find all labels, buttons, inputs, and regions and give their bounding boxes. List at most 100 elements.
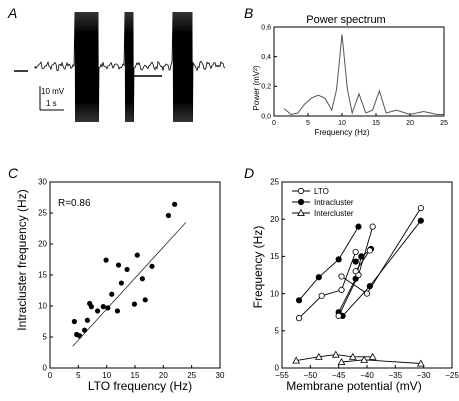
x-tick-label: 10 xyxy=(102,371,111,380)
data-point-intercluster xyxy=(360,355,369,363)
x-tick-label: −45 xyxy=(332,371,346,380)
x-tick-label: 15 xyxy=(131,371,140,380)
data-point-lto xyxy=(338,273,345,280)
data-point xyxy=(76,333,83,339)
x-axis-label: Membrane potential (mV) xyxy=(286,379,421,393)
x-axis-label: Frequency (Hz) xyxy=(314,128,369,137)
x-axis-label: LTO frequency (Hz) xyxy=(88,379,192,393)
data-point-lto xyxy=(335,312,342,320)
data-point-lto xyxy=(366,247,373,254)
series-line-lto xyxy=(355,250,371,272)
data-point xyxy=(149,263,155,269)
x-tick-label: 5 xyxy=(306,120,310,127)
panel-label-d: D xyxy=(244,165,254,181)
y-tick-label: 5 xyxy=(275,326,280,335)
y-tick-label: 0,6 xyxy=(261,24,271,31)
y-tick-label: 0 xyxy=(275,364,280,373)
x-tick-label: −25 xyxy=(445,371,459,380)
data-point xyxy=(124,266,130,273)
data-point-intracluster xyxy=(335,256,342,263)
data-point-intercluster xyxy=(337,358,346,366)
data-point xyxy=(172,201,178,207)
plot-frame xyxy=(49,181,221,369)
y-tick-label: 10 xyxy=(38,302,47,311)
chart-title: Power spectrum xyxy=(306,14,385,26)
x-tick-label: 15 xyxy=(372,120,380,127)
data-point-lto xyxy=(318,292,325,299)
data-point xyxy=(114,308,121,314)
x-tick-label: −55 xyxy=(275,371,289,380)
data-point-intracluster xyxy=(295,297,303,304)
scale-label-s: 1 s xyxy=(46,99,57,108)
data-point-intercluster xyxy=(292,356,301,364)
data-point xyxy=(100,304,106,310)
data-point xyxy=(134,252,140,258)
data-point xyxy=(105,305,111,311)
data-point-lto xyxy=(295,315,303,322)
series-line-intracluster xyxy=(298,226,359,301)
x-tick-label: −40 xyxy=(360,371,374,380)
membrane-potential-trace xyxy=(34,11,226,123)
y-tick-label: 0,4 xyxy=(261,54,271,61)
panel-d-chart: Frequency (Hz) Membrane potential (mV) −… xyxy=(251,178,459,393)
data-point xyxy=(103,257,109,263)
data-point-intracluster xyxy=(358,253,365,260)
x-tick-label: −30 xyxy=(417,371,431,380)
y-tick-label: 25 xyxy=(270,178,279,187)
y-tick-label: 10 xyxy=(270,289,279,298)
panel-a-trace: 10 mV 1 s xyxy=(14,11,226,123)
series-line-intercluster xyxy=(341,359,421,364)
x-tick-label: −35 xyxy=(389,371,403,380)
x-tick-label: 25 xyxy=(187,371,196,380)
x-tick-label: 5 xyxy=(76,371,81,380)
series-line-intracluster xyxy=(338,256,362,313)
x-tick-label: 20 xyxy=(159,371,168,380)
data-point-intercluster xyxy=(348,352,357,360)
spectrum-series-line xyxy=(283,34,444,116)
legend-label: Intercluster xyxy=(314,209,354,218)
data-point-intracluster xyxy=(352,258,359,265)
data-point-intracluster xyxy=(355,223,362,230)
legend-label: LTO xyxy=(314,187,329,196)
data-point xyxy=(139,276,145,282)
plot-frame xyxy=(281,181,453,369)
panel-label-b: B xyxy=(244,5,253,21)
y-tick-label: 30 xyxy=(38,178,47,187)
data-point xyxy=(142,297,148,303)
data-point-lto xyxy=(363,290,371,297)
data-point-lto xyxy=(338,286,345,293)
data-point xyxy=(109,291,115,297)
x-tick-label: 0 xyxy=(48,371,53,380)
y-tick-label: 0,2 xyxy=(261,84,271,91)
scale-label-mv: 10 mV xyxy=(41,87,65,96)
x-tick-label: −50 xyxy=(304,371,318,380)
data-point-intercluster xyxy=(314,352,323,360)
y-axis-label: Power (mV²) xyxy=(252,65,261,110)
y-tick-label: 0,0 xyxy=(261,113,271,120)
x-tick-label: 25 xyxy=(440,120,448,127)
regression-line xyxy=(72,222,187,347)
data-point-intercluster xyxy=(416,359,425,367)
data-point xyxy=(71,318,77,325)
data-point xyxy=(131,301,138,307)
data-point xyxy=(81,327,88,333)
data-point-intracluster xyxy=(366,283,373,290)
panel-label-a: A xyxy=(7,5,17,21)
x-tick-label: 20 xyxy=(406,120,414,127)
data-point-lto xyxy=(417,204,424,212)
y-tick-label: 20 xyxy=(38,240,47,249)
data-point xyxy=(115,262,122,268)
data-point-intercluster xyxy=(331,350,340,358)
x-tick-label: 30 xyxy=(216,371,225,380)
correlation-annotation: R=0.86 xyxy=(58,198,91,209)
series-line-lto xyxy=(298,251,357,319)
x-tick-label: 0 xyxy=(272,120,276,127)
data-point-lto xyxy=(352,248,359,256)
panel-b-chart: Power spectrum Power (mV²) Frequency (Hz… xyxy=(252,14,448,137)
y-tick-label: 15 xyxy=(270,252,279,261)
y-tick-label: 15 xyxy=(38,271,47,280)
data-point-lto xyxy=(352,268,359,275)
y-axis-label: Frequency (Hz) xyxy=(251,226,265,309)
panel-c-chart: Intracluster frequency (Hz) LTO frequenc… xyxy=(15,178,225,393)
